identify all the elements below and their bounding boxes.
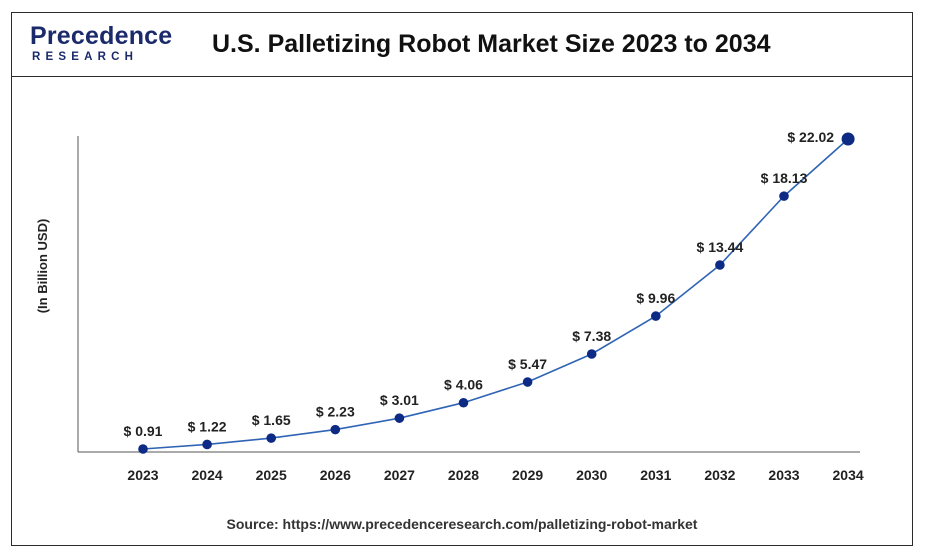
label-group: 2023 2024 2025 2026 2027 2028 2029 2030 2031 2032… — [124, 129, 864, 483]
data-label: $ 1.22 — [188, 418, 227, 434]
data-point — [651, 311, 661, 321]
data-label: $ 9.96 — [636, 290, 675, 306]
data-point — [202, 439, 212, 450]
chart-axes: (In Billion USD) — [35, 136, 860, 453]
x-tick-label: 2026 — [320, 467, 351, 483]
data-point — [394, 413, 405, 423]
header: Precedence RESEARCH U.S. Palletizing Rob… — [12, 13, 912, 77]
x-tick-label: 2033 — [768, 467, 799, 483]
series-line — [142, 138, 849, 450]
x-tick-label: 2031 — [640, 467, 671, 483]
series-group — [138, 132, 855, 454]
precedence-research-logo: Precedence RESEARCH — [30, 23, 190, 67]
logo-main-text: Precedence — [30, 22, 173, 50]
data-label: $ 18.13 — [761, 170, 808, 186]
x-tick-label: 2024 — [192, 467, 223, 483]
data-point — [458, 397, 469, 408]
data-point — [330, 424, 341, 435]
x-tick-label: 2034 — [833, 467, 864, 483]
data-label: $ 3.01 — [380, 392, 419, 408]
data-point — [266, 433, 277, 443]
x-tick-label: 2023 — [127, 467, 158, 483]
source-note: Source: https://www.precedenceresearch.c… — [226, 516, 698, 532]
data-label: $ 22.02 — [787, 129, 834, 145]
y-axis-label: (In Billion USD) — [35, 219, 50, 314]
chart-title: U.S. Palletizing Robot Market Size 2023 … — [212, 30, 771, 58]
x-tick-label: 2029 — [512, 467, 543, 483]
data-label: $ 13.44 — [697, 239, 744, 255]
data-point — [715, 260, 725, 270]
x-tick-label: 2027 — [384, 467, 415, 483]
x-tick-label: 2025 — [256, 467, 287, 483]
data-point — [586, 349, 597, 359]
logo-sub-text: RESEARCH — [32, 51, 139, 63]
data-label: $ 2.23 — [316, 404, 355, 420]
data-label: $ 5.47 — [508, 356, 547, 372]
data-label: $ 7.38 — [572, 328, 611, 344]
data-point — [841, 132, 855, 146]
data-label: $ 4.06 — [444, 377, 483, 393]
data-point — [522, 377, 533, 387]
data-label: $ 1.65 — [252, 412, 291, 428]
data-point — [779, 191, 789, 201]
x-tick-label: 2032 — [704, 467, 735, 483]
data-point — [138, 444, 148, 454]
chart-frame: Precedence RESEARCH U.S. Palletizing Rob… — [11, 12, 913, 546]
x-tick-label: 2028 — [448, 467, 479, 483]
x-tick-label: 2030 — [576, 467, 607, 483]
data-label: $ 0.91 — [124, 423, 163, 439]
